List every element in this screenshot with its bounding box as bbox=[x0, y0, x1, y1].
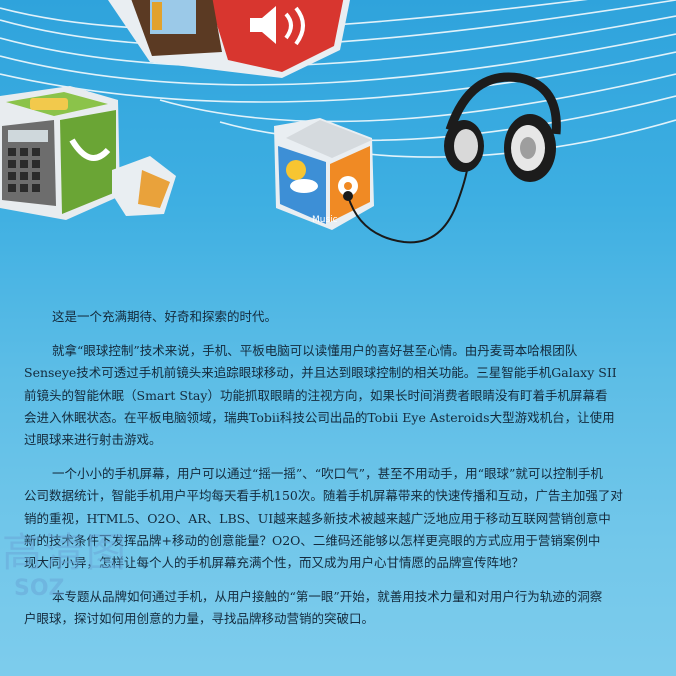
paragraph-intro: 这是一个充满期待、好奇和探索的时代。 bbox=[24, 306, 676, 328]
left-cube bbox=[0, 86, 120, 220]
article-body: 这是一个充满期待、好奇和探索的时代。 就拿“眼球控制”技术来说，手机、平板电脑可… bbox=[24, 306, 676, 642]
text-line: 新的技术条件下发挥品牌+移动的创意能量？O2O、二维码还能够以怎样更亮眼的方式应… bbox=[24, 532, 601, 548]
text-line: 前镜头的智能休眠（Smart Stay）功能抓取眼睛的注视方向，如果长时间消费者… bbox=[24, 387, 608, 403]
small-cube bbox=[112, 156, 176, 216]
headphone-cable bbox=[347, 163, 469, 244]
text-line: 现大同小异，怎样让每个人的手机屏幕充满个性，而又成为用户心甘情愿的品牌宣传阵地？ bbox=[24, 554, 525, 570]
text-line: 本专题从品牌如何通过手机，从用户接触的“第一眼”开始，就善用技术力量和对用户行为… bbox=[52, 589, 603, 605]
text-line: 公司数据统计，智能手机用户平均每天看手机150次。随着手机屏幕带来的快速传播和互… bbox=[24, 488, 623, 504]
text-line: Senseye技术可透过手机前镜头来追踪眼球移动，并且达到眼球控制的相关功能。三… bbox=[24, 365, 617, 381]
center-cube: Music bbox=[274, 118, 374, 230]
text-line: 就拿“眼球控制”技术来说，手机、平板电脑可以读懂用户的喜好甚至心情。由丹麦哥本哈… bbox=[52, 343, 578, 359]
text-line: 这是一个充满期待、好奇和探索的时代。 bbox=[52, 309, 278, 324]
paragraph-topic: 本专题从品牌如何通过手机，从用户接触的“第一眼”开始，就善用技术力量和对用户行为… bbox=[24, 586, 676, 630]
paragraph-eye-control: 就拿“眼球控制”技术来说，手机、平板电脑可以读懂用户的喜好甚至心情。由丹麦哥本哈… bbox=[24, 340, 676, 451]
text-line: 销的重视，HTML5、O2O、AR、LBS、UI越来越多新技术被越来越广泛地应用… bbox=[24, 510, 611, 526]
speaker-icon bbox=[250, 6, 305, 46]
text-line: 过眼球来进行射击游戏。 bbox=[24, 431, 162, 447]
headphones-icon bbox=[444, 72, 561, 182]
hero-illustration: Music bbox=[0, 0, 676, 244]
calculator-icon bbox=[2, 120, 56, 206]
text-line: 户眼球，探讨如何用创意的力量，寻找品牌移动营销的突破口。 bbox=[24, 611, 375, 627]
paragraph-mobile-screen: 一个小小的手机屏幕，用户可以通过“摇一摇”、“吹口气”，甚至不用动手，用“眼球”… bbox=[24, 463, 676, 574]
text-line: 一个小小的手机屏幕，用户可以通过“摇一摇”、“吹口气”，甚至不用动手，用“眼球”… bbox=[52, 466, 603, 482]
weather-icon bbox=[278, 146, 326, 224]
music-label: Music bbox=[312, 215, 338, 225]
top-cube bbox=[108, 0, 350, 78]
text-line: 会进入休眠状态。在平板电脑领域，瑞典Tobii科技公司出品的Tobii Eye … bbox=[24, 409, 615, 425]
photo-frame-icon bbox=[131, 0, 222, 56]
music-icon: Music bbox=[312, 146, 370, 225]
